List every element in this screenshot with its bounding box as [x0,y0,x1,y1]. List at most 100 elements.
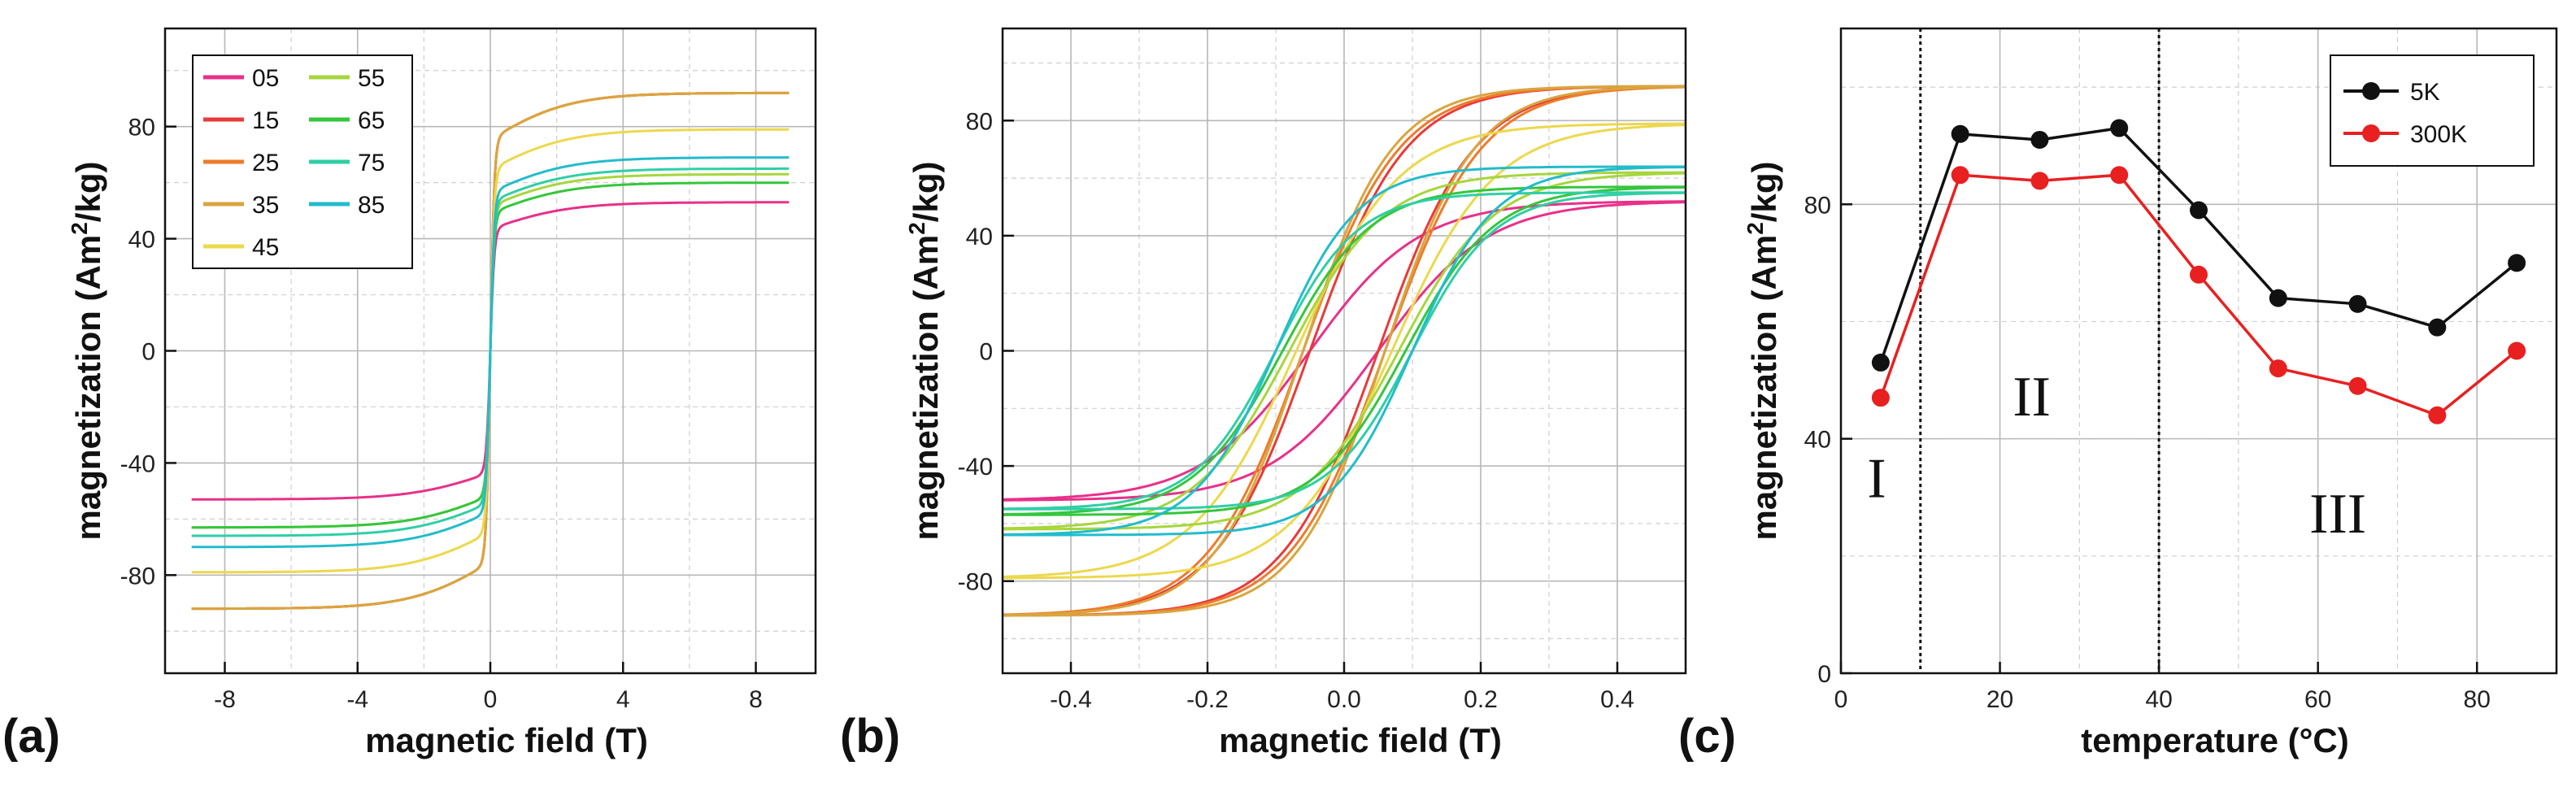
y-axis-label-end: /kg) [907,162,945,223]
loop-descending-85 [1003,165,1686,536]
y-tick-label: 80 [966,108,993,135]
data-point-300K [2030,172,2049,190]
series-group [1003,85,1686,617]
y-tick-label: 0 [1817,661,1831,688]
y-axis-label-end: /kg) [1745,162,1783,223]
legend: 5K 300K [2330,54,2535,167]
series-line-85 [191,156,790,549]
legend-label: 65 [358,107,385,134]
plot-frame [1839,27,2558,675]
loop-ascending-55 [1003,172,1686,531]
data-point-5K [1951,124,1969,143]
y-axis-label: magnetization (Am2/kg) [904,162,945,541]
region-label: III [2309,483,2366,546]
x-tick-label: 0.0 [1327,686,1361,713]
data-point-5K [2269,289,2287,307]
x-axis-label: temperature (°C) [2081,721,2349,759]
legend-label: 75 [358,150,385,176]
data-point-5K [2348,294,2367,313]
legend-label: 5K [2410,79,2440,106]
y-tick-label: -40 [120,450,155,477]
loop-descending-35 [1003,85,1686,616]
y-tick-label: 0 [979,339,993,366]
data-point-300K [2428,406,2447,424]
y-axis-label-main: magnetization (Am [1745,235,1783,541]
y-axis-label: magnetization (Am2/kg) [67,162,107,541]
loop-descending-05 [1003,200,1686,501]
data-point-300K [1951,166,1969,185]
y-tick-label: 80 [1804,192,1831,219]
legend-box [2330,54,2535,167]
data-point-300K [2508,341,2526,360]
x-axis-label: magnetic field (T) [365,721,648,759]
data-point-300K [2348,376,2367,395]
loop-ascending-05 [1003,201,1686,502]
y-tick-label: 80 [128,115,155,141]
y-axis-label-main: magnetization (Am [907,235,945,541]
data-point-5K [2110,119,2129,137]
loop-ascending-65 [1003,185,1686,516]
x-tick-label: -8 [214,686,236,713]
legend-label: 25 [252,150,279,176]
x-tick-label: -4 [346,686,368,713]
loop-ascending-35 [1003,85,1686,617]
y-axis-label-superscript: 2 [904,222,929,235]
legend-label: 05 [252,65,279,92]
y-tick-label: 0 [141,339,155,366]
y-tick-label: -80 [120,563,155,589]
x-tick-label: 4 [616,686,630,713]
data-point-300K [1871,389,1890,407]
legend-label: 35 [252,192,279,219]
x-tick-label: 80 [2464,686,2491,713]
x-tick-label: 0 [484,686,498,713]
legend-label: 85 [358,192,385,219]
legend-label: 45 [252,234,279,261]
data-point-5K [2030,130,2049,149]
x-tick-label: -0.4 [1050,686,1092,713]
y-tick-label: 40 [1804,427,1831,454]
legend-marker-300K [2362,124,2380,142]
region-label: I [1867,448,1886,511]
panel-label: (c) [1678,710,1736,763]
data-point-5K [2190,201,2208,220]
loop-ascending-75 [1003,191,1686,511]
x-tick-label: 8 [749,686,763,713]
panel-b: -0.4 -0.2 0.0 0.2 0.4 -80 -40 0 40 80 magnetic fie… [840,27,1687,763]
y-tick-label: 40 [966,224,993,250]
y-axis-label-end: /kg) [69,162,107,223]
x-tick-label: 0 [1834,686,1848,713]
loop-ascending-85 [1003,166,1686,537]
x-tick-label: 40 [2145,686,2172,713]
x-tick-label: -0.2 [1186,686,1229,713]
loop-descending-65 [1003,185,1686,516]
data-point-5K [2428,318,2447,337]
y-axis-label-main: magnetization (Am [69,235,107,541]
loop-descending-75 [1003,191,1686,511]
loop-descending-55 [1003,171,1686,530]
data-point-300K [2110,166,2129,185]
legend-label: 15 [252,107,279,134]
panel-c: 0 20 40 60 80 0 40 80 temperature (°C) magnetizat… [1678,27,2558,763]
x-tick-label: 0.4 [1600,686,1634,713]
y-axis-label-superscript: 2 [1743,222,1768,235]
x-axis-label: magnetic field (T) [1219,721,1502,759]
data-point-5K [2508,254,2526,272]
x-tick-label: 0.2 [1464,686,1498,713]
y-tick-label: -80 [958,569,993,596]
data-point-5K [1871,353,1890,372]
data-point-300K [2190,265,2208,284]
x-tick-label: 20 [1986,686,2013,713]
plot-frame [163,27,817,675]
legend-marker-5K [2362,82,2380,100]
panel-label: (b) [840,710,900,763]
y-axis-label-superscript: 2 [67,222,92,235]
y-tick-label: 40 [128,227,155,254]
region-label: II [2012,366,2051,428]
legend-label: 55 [358,65,385,92]
legend: 05 15 25 35 45 55 65 75 85 [192,54,413,269]
data-point-300K [2269,359,2287,378]
series-group [191,91,790,611]
x-tick-label: 60 [2304,686,2331,713]
